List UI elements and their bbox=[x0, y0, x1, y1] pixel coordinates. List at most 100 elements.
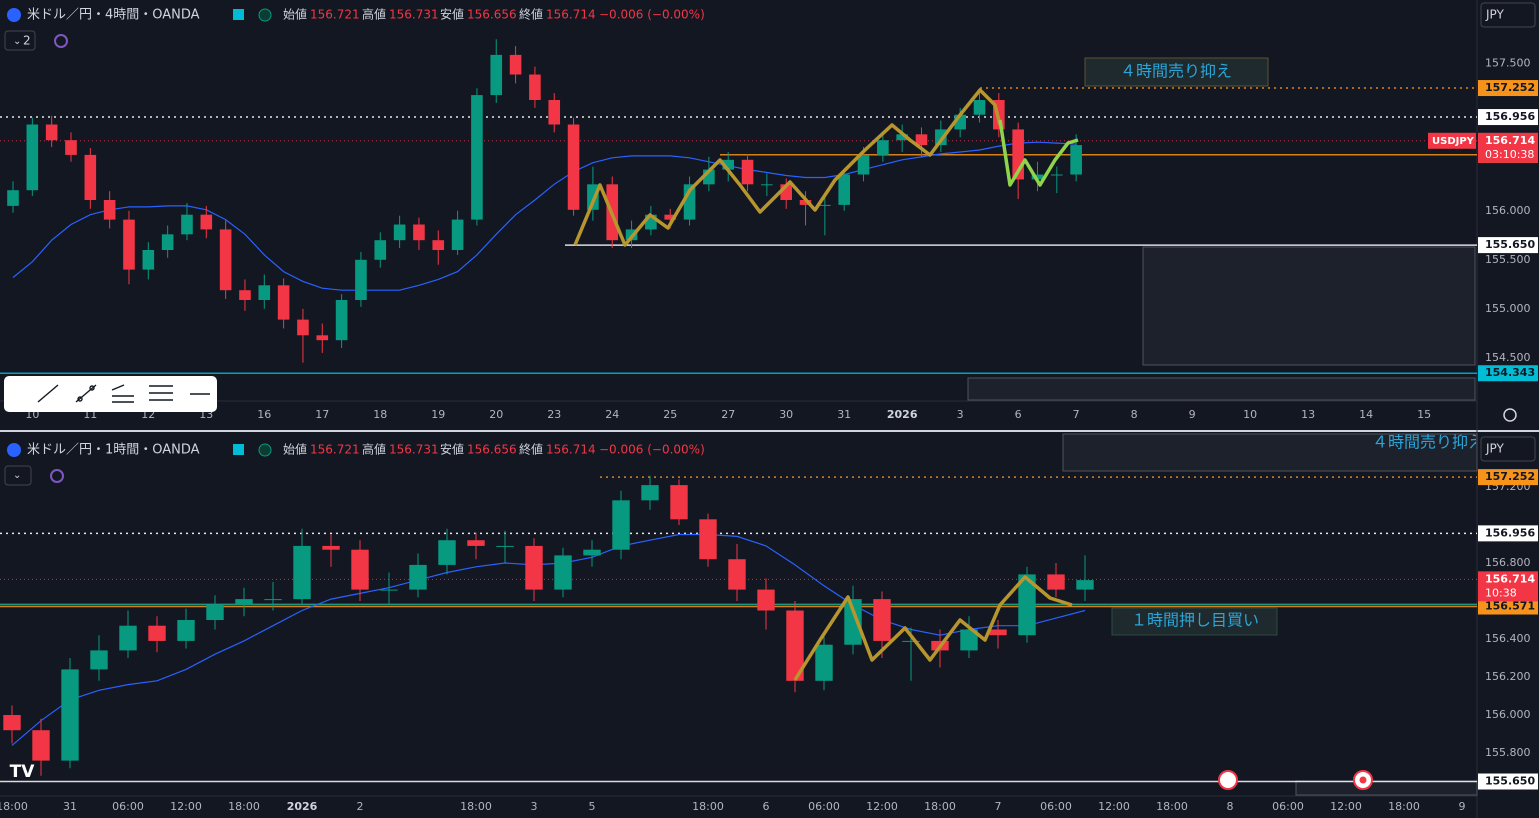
symbol-tag-bg bbox=[1428, 132, 1476, 149]
candle-body bbox=[335, 300, 348, 341]
price-label: 155.650 bbox=[1485, 238, 1535, 251]
status-icon bbox=[258, 8, 272, 22]
x-tick-label: 7 bbox=[995, 800, 1002, 813]
candle-body bbox=[786, 610, 804, 681]
candle-body bbox=[380, 589, 398, 591]
countdown: 03:10:38 bbox=[1485, 148, 1534, 161]
candle-body bbox=[873, 599, 891, 641]
x-tick-label: 06:00 bbox=[1272, 800, 1304, 813]
candle-body bbox=[26, 124, 39, 191]
legend-close: 156.714 bbox=[546, 443, 596, 457]
candle-body bbox=[554, 555, 572, 590]
candle-body bbox=[838, 174, 850, 205]
price-label-bg bbox=[1478, 109, 1538, 126]
tool-ray[interactable] bbox=[75, 384, 97, 403]
annotation-text: ４時間売り抑え bbox=[1372, 433, 1484, 452]
x-tick-label: 9 bbox=[1459, 800, 1466, 813]
candle-body bbox=[200, 214, 213, 230]
x-tick-label: 25 bbox=[663, 408, 677, 421]
y-tick-label: 156.000 bbox=[1485, 708, 1531, 721]
x-tick-label: 18:00 bbox=[460, 800, 492, 813]
tool-dot bbox=[77, 396, 83, 402]
drawing-toolbar bbox=[4, 376, 217, 412]
x-tick-label: 17 bbox=[315, 408, 329, 421]
drawn-path[interactable] bbox=[998, 119, 1079, 187]
candle-body bbox=[935, 129, 947, 146]
candle-body bbox=[1018, 574, 1036, 636]
annotation-box[interactable] bbox=[1111, 607, 1278, 636]
drawn-path[interactable] bbox=[573, 88, 1002, 247]
candle-body bbox=[670, 485, 688, 520]
candle-body bbox=[235, 599, 253, 605]
axis-layer: 米ドル／円・4時間・OANDA 始値 156.721 高値 156.731 安値 156.6… bbox=[0, 7, 1538, 813]
x-tick-label: 2026 bbox=[887, 408, 918, 421]
candle-body bbox=[896, 134, 908, 141]
candle-body bbox=[915, 134, 928, 146]
y-tick-label: 156.800 bbox=[1485, 556, 1531, 569]
logo: TV bbox=[10, 762, 36, 782]
x-tick-label: 8 bbox=[1131, 408, 1138, 421]
candle-body bbox=[3, 715, 21, 731]
candle-body bbox=[902, 640, 920, 642]
drawn-rectangle[interactable] bbox=[967, 377, 1476, 401]
legend-change: −0.006 (−0.00%) bbox=[599, 8, 705, 22]
sync-icon[interactable] bbox=[54, 34, 68, 48]
candle-body bbox=[277, 285, 290, 320]
candle-body bbox=[351, 549, 369, 590]
candle-body bbox=[699, 519, 717, 560]
collapse-button[interactable] bbox=[4, 30, 36, 51]
tool-channel[interactable] bbox=[111, 384, 134, 403]
x-tick-label: 6 bbox=[1015, 408, 1022, 421]
drawn-rectangle[interactable] bbox=[1062, 433, 1478, 472]
candle-body bbox=[148, 625, 166, 641]
tool-trend-line[interactable] bbox=[37, 384, 59, 403]
candle-body bbox=[90, 650, 108, 670]
drawn-rectangle[interactable] bbox=[1295, 780, 1478, 796]
legend-close: 156.714 bbox=[546, 8, 596, 22]
tool-fib[interactable] bbox=[149, 385, 173, 401]
x-tick-label: 3 bbox=[957, 408, 964, 421]
candle-body bbox=[641, 485, 659, 501]
x-tick-label: 13 bbox=[1301, 408, 1315, 421]
y-tick-label: 155.500 bbox=[1485, 253, 1531, 266]
legend-low: 156.656 bbox=[467, 443, 517, 457]
candle-body bbox=[1070, 145, 1082, 175]
y-tick-label: 155.800 bbox=[1485, 746, 1531, 759]
collapse-button[interactable] bbox=[4, 465, 32, 486]
candle-body bbox=[45, 124, 58, 141]
annotation-box[interactable] bbox=[1084, 57, 1269, 87]
candle-body bbox=[393, 224, 406, 241]
interval-badge: 2 bbox=[23, 34, 31, 48]
x-tick-label: 18:00 bbox=[692, 800, 724, 813]
candle-body bbox=[844, 599, 862, 645]
x-tick-label: 18:00 bbox=[1156, 800, 1188, 813]
drawn-path[interactable] bbox=[793, 575, 1073, 681]
price-label: 156.956 bbox=[1485, 110, 1535, 123]
sync-icon[interactable] bbox=[50, 469, 64, 483]
candle-body bbox=[65, 140, 77, 155]
currency-button[interactable] bbox=[1480, 436, 1536, 462]
chevron: ⌄ bbox=[13, 36, 21, 47]
settings-icon[interactable] bbox=[1503, 408, 1517, 422]
candle-body bbox=[757, 589, 775, 611]
currency-button[interactable] bbox=[1480, 2, 1536, 28]
x-tick-label: 18:00 bbox=[0, 800, 28, 813]
candle-body bbox=[525, 545, 543, 590]
drawn-rectangle[interactable] bbox=[1142, 246, 1476, 366]
candle-body bbox=[123, 219, 135, 270]
candle-body bbox=[683, 184, 696, 220]
y-tick-label: 157.500 bbox=[1485, 57, 1531, 70]
x-tick-label: 9 bbox=[1189, 408, 1196, 421]
candle-body bbox=[432, 240, 445, 250]
x-tick-label: 23 bbox=[547, 408, 561, 421]
symbol-title: 米ドル／円・1時間・OANDA bbox=[27, 443, 200, 458]
event-icon[interactable] bbox=[1218, 770, 1238, 790]
moving-average bbox=[12, 141, 1077, 291]
candle-body bbox=[322, 545, 340, 550]
x-tick-label: 24 bbox=[605, 408, 619, 421]
price-label: 155.650 bbox=[1485, 775, 1535, 788]
candle-body bbox=[61, 669, 79, 761]
candle-body bbox=[451, 219, 464, 250]
price-label: 157.252 bbox=[1485, 81, 1535, 94]
status-icon bbox=[258, 443, 272, 457]
